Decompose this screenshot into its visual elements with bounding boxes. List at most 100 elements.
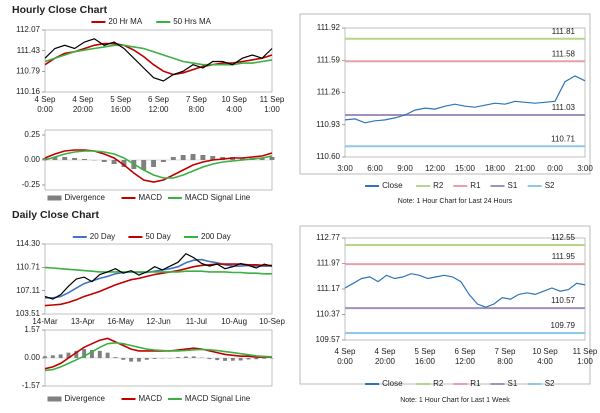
divergence-bar <box>58 354 63 358</box>
divergence-bar <box>176 357 181 358</box>
series-line <box>44 252 273 300</box>
divergence-bar <box>74 350 79 358</box>
x-tick-label: 7 Sep 8:00 <box>495 347 516 366</box>
x-tick-line: 10 Sep <box>221 95 247 104</box>
legend-label: 50 Day <box>145 232 170 241</box>
divergence-bar <box>105 352 110 358</box>
legend-label: 200 Day <box>201 232 231 241</box>
legend-label: 20 Hr MA <box>108 17 142 26</box>
y-tick-label: 103.51 <box>16 309 41 318</box>
series-line <box>344 273 586 308</box>
divergence-bar <box>136 358 141 362</box>
x-tick-label: 3:00 <box>577 164 593 173</box>
x-tick-line: 4 Sep <box>72 95 93 104</box>
x-tick-label: 6 Sep 12:00 <box>455 347 476 366</box>
chart-frame <box>299 13 591 175</box>
series-line <box>44 42 273 76</box>
x-tick-label: 10 Sep 4:00 <box>221 95 247 114</box>
x-tick-line: 7 Sep <box>186 95 207 104</box>
x-tick-label: 10-Sep <box>259 317 285 326</box>
level-label: 111.03 <box>552 103 576 112</box>
divergence-bar <box>111 160 117 164</box>
divergence-bar <box>152 358 157 359</box>
x-tick-line: 20:00 <box>375 357 396 366</box>
x-tick-label: 3:00 <box>337 164 353 173</box>
divergence-bar <box>151 160 157 167</box>
x-tick-label: 4 Sep 0:00 <box>35 95 56 114</box>
legend-label: R1 <box>470 379 481 388</box>
divergence-bar <box>144 358 149 360</box>
x-tick-line: 5 Sep <box>110 95 131 104</box>
x-tick-line: 6 Sep <box>148 95 169 104</box>
legend-label: MACD <box>139 394 163 403</box>
x-tick-label: 16-May <box>107 317 134 326</box>
x-tick-label: 11-Jul <box>186 317 207 326</box>
y-tick-label: 110.16 <box>16 87 40 96</box>
x-tick-line: 7 Sep <box>495 347 516 356</box>
x-tick-line: 1:00 <box>577 357 593 366</box>
divergence-bar <box>259 158 265 160</box>
series-line <box>44 263 272 307</box>
x-tick-label: 9:00 <box>397 164 413 173</box>
x-tick-label: 12:00 <box>425 164 446 173</box>
y-tick-label: 114.30 <box>16 239 40 248</box>
divergence-bar <box>43 356 47 358</box>
legend-label: R1 <box>470 181 481 190</box>
x-tick-label: 11 Sep 1:00 <box>573 347 598 366</box>
x-tick-label: 10-Aug <box>221 317 247 326</box>
x-tick-line: 4:00 <box>537 357 553 366</box>
legend-label: S1 <box>508 181 518 190</box>
x-tick-line: 12:00 <box>148 105 169 114</box>
x-tick-line: 8:00 <box>189 105 205 114</box>
chart-note: Note: 1 Hour Chart for Last 24 Hours <box>398 198 513 205</box>
series-line <box>44 38 273 82</box>
y-tick-label: -1.57 <box>22 381 41 390</box>
divergence-bar <box>82 159 87 160</box>
divergence-bar <box>113 357 118 358</box>
divergence-bar <box>238 358 243 361</box>
legend-label: Close <box>382 379 403 388</box>
divergence-bar <box>191 356 196 358</box>
x-tick-label: 15:00 <box>455 164 476 173</box>
y-tick-label: 112.77 <box>316 233 340 242</box>
legend-label: R2 <box>433 379 444 388</box>
divergence-bar <box>230 358 235 361</box>
divergence-bar <box>72 158 78 160</box>
divergence-bar <box>42 158 48 160</box>
x-tick-label: 6:00 <box>367 164 383 173</box>
divergence-bar <box>200 155 206 160</box>
x-tick-label: 4 Sep 20:00 <box>72 95 93 114</box>
x-tick-label: 4 Sep 20:00 <box>375 347 396 366</box>
divergence-bar <box>50 355 55 358</box>
x-tick-label: 7 Sep 8:00 <box>186 95 207 114</box>
legend-label: R2 <box>433 181 444 190</box>
divergence-bar <box>239 158 245 160</box>
series-line <box>344 75 586 124</box>
y-tick-label: 110.93 <box>316 120 340 129</box>
y-tick-label: 107.11 <box>16 286 40 295</box>
legend-swatch <box>47 195 62 201</box>
x-tick-line: 6 Sep <box>455 347 476 356</box>
section-title: Hourly Close Chart <box>12 4 108 16</box>
y-tick-label: 112.07 <box>16 25 40 34</box>
x-tick-label: 12-Jun <box>146 317 170 326</box>
divergence-bar <box>82 349 87 358</box>
y-tick-label: 0.00 <box>24 155 40 164</box>
x-tick-line: 16:00 <box>111 105 132 114</box>
x-tick-label: 4 Sep 0:00 <box>335 347 356 366</box>
legend-label: S1 <box>508 379 518 388</box>
divergence-bar <box>180 155 186 160</box>
divergence-bar <box>129 358 134 362</box>
plot-area <box>44 243 273 315</box>
x-tick-line: 1:00 <box>264 105 280 114</box>
x-tick-line: 10 Sep <box>532 347 558 356</box>
y-tick-label: 111.17 <box>317 284 341 293</box>
x-tick-label: 13-Apr <box>71 317 95 326</box>
y-tick-label: 110.79 <box>16 67 40 76</box>
section-title: Daily Close Chart <box>12 209 99 221</box>
divergence-bar <box>160 160 166 162</box>
chart-note: Note: 1 Hour Chart for Last 1 Week <box>400 397 510 404</box>
x-tick-line: 20:00 <box>73 105 94 114</box>
